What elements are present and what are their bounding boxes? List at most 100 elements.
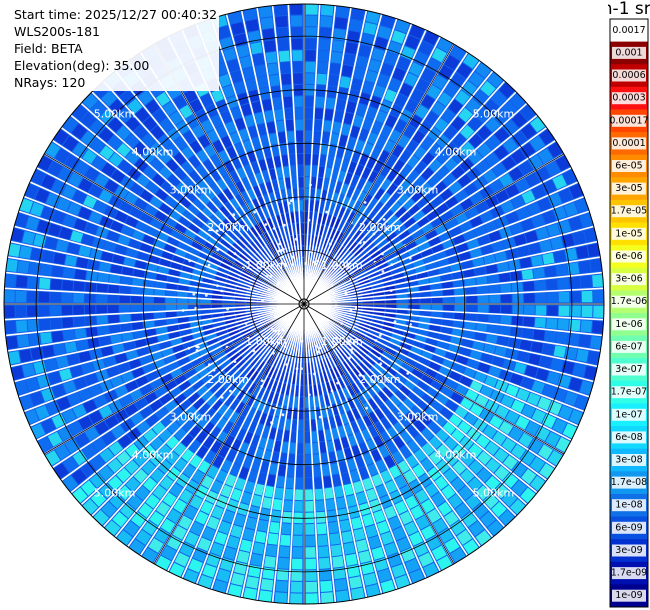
ppi-cell — [217, 243, 229, 253]
center-speckle — [194, 306, 198, 310]
ppi-cell — [41, 387, 55, 402]
ppi-cell — [414, 161, 427, 174]
center-speckle — [294, 237, 298, 241]
ppi-cell — [316, 73, 327, 85]
ppi-cell — [328, 240, 336, 252]
ppi-cell — [170, 189, 183, 201]
ppi-cell — [277, 394, 284, 406]
ppi-cell — [418, 552, 434, 567]
center-speckle — [281, 413, 285, 417]
ppi-cell — [385, 308, 397, 314]
ppi-cell — [333, 366, 341, 378]
ppi-cell — [201, 206, 213, 218]
ppi-cell — [271, 380, 279, 392]
center-speckle — [216, 248, 220, 252]
ppi-cell — [292, 50, 303, 61]
ppi-cell — [185, 253, 198, 262]
ppi-cell — [291, 419, 298, 431]
ppi-cell — [252, 198, 261, 211]
ppi-cell — [141, 460, 156, 475]
ppi-cell — [300, 374, 304, 385]
ppi-cell — [392, 241, 404, 251]
ppi-cell — [423, 255, 436, 264]
ppi-cell — [345, 325, 356, 333]
ppi-cell — [50, 292, 61, 303]
ray-gap — [36, 167, 305, 305]
ppi-cell — [42, 250, 55, 263]
ppi-cell — [381, 325, 393, 332]
center-speckle — [332, 291, 336, 295]
ppi-cell — [309, 350, 313, 362]
ppi-cell — [201, 224, 214, 235]
ray-gap — [303, 303, 517, 517]
ppi-cell — [210, 542, 224, 556]
ppi-cell — [279, 546, 290, 558]
ppi-cell — [375, 110, 388, 124]
ppi-cell — [243, 139, 253, 152]
center-speckle — [232, 213, 236, 217]
colorbar-tick-bg — [612, 454, 646, 466]
center-speckle — [358, 373, 362, 377]
ppi-cell — [130, 412, 144, 425]
ray-gap — [91, 303, 305, 517]
ppi-cell — [235, 239, 246, 249]
ppi-cell — [241, 103, 252, 117]
ppi-cell — [22, 231, 36, 245]
ppi-cell — [458, 251, 471, 261]
ppi-cell — [499, 173, 514, 187]
ppi-cell — [145, 99, 160, 114]
ppi-cell — [305, 107, 314, 119]
ppi-cell — [509, 93, 526, 109]
ppi-cell — [271, 269, 280, 279]
ppi-cell — [296, 466, 303, 478]
ppi-cell — [325, 498, 336, 511]
ppi-cell — [241, 392, 251, 404]
center-speckle — [181, 309, 185, 312]
ppi-cell — [476, 159, 490, 174]
ppi-cell — [333, 567, 346, 580]
ppi-cell — [37, 374, 51, 388]
ppi-cell — [110, 375, 124, 388]
colorbar-tick-bg — [612, 408, 646, 421]
ppi-cell — [159, 118, 174, 132]
ppi-cell — [280, 534, 291, 546]
ppi-cell — [311, 431, 318, 443]
ppi-cell — [292, 535, 303, 547]
ppi-cell — [326, 268, 335, 278]
ppi-cell — [382, 248, 394, 257]
ray-gap — [225, 13, 305, 305]
colorbar-tick-label: 6e-09 — [615, 522, 642, 533]
ppi-cell — [336, 246, 345, 257]
ppi-cell — [209, 257, 221, 266]
ppi-cell — [454, 312, 466, 320]
ppi-cell — [196, 149, 209, 163]
ppi-cell — [238, 253, 250, 263]
ray-gap — [10, 303, 305, 368]
ppi-cell — [581, 290, 593, 303]
ppi-cell — [270, 342, 279, 353]
ppi-cell — [353, 67, 366, 80]
ppi-cell — [370, 231, 381, 242]
ppi-cell — [35, 188, 50, 203]
ppi-cell — [326, 330, 335, 340]
ppi-cell — [526, 202, 541, 216]
colorbar-tick-label: 3e-09 — [615, 545, 642, 556]
ppi-cell — [334, 322, 344, 329]
ray-gap — [303, 303, 538, 494]
ppi-cell — [318, 166, 325, 178]
colorbar-frame — [609, 18, 649, 608]
ppi-cell — [211, 294, 223, 300]
ppi-cell — [419, 284, 431, 292]
ppi-cell — [200, 299, 211, 304]
ppi-cell — [434, 118, 449, 132]
center-speckle — [381, 252, 384, 256]
ppi-cell — [267, 218, 275, 230]
ppi-cell — [360, 286, 372, 292]
ray-gap — [23, 195, 305, 305]
ppi-cell — [517, 351, 530, 363]
ppi-cell — [321, 250, 328, 261]
ppi-cell — [508, 426, 524, 441]
ppi-cell — [404, 72, 418, 87]
ppi-cell — [353, 114, 364, 128]
ppi-cell — [281, 154, 289, 167]
